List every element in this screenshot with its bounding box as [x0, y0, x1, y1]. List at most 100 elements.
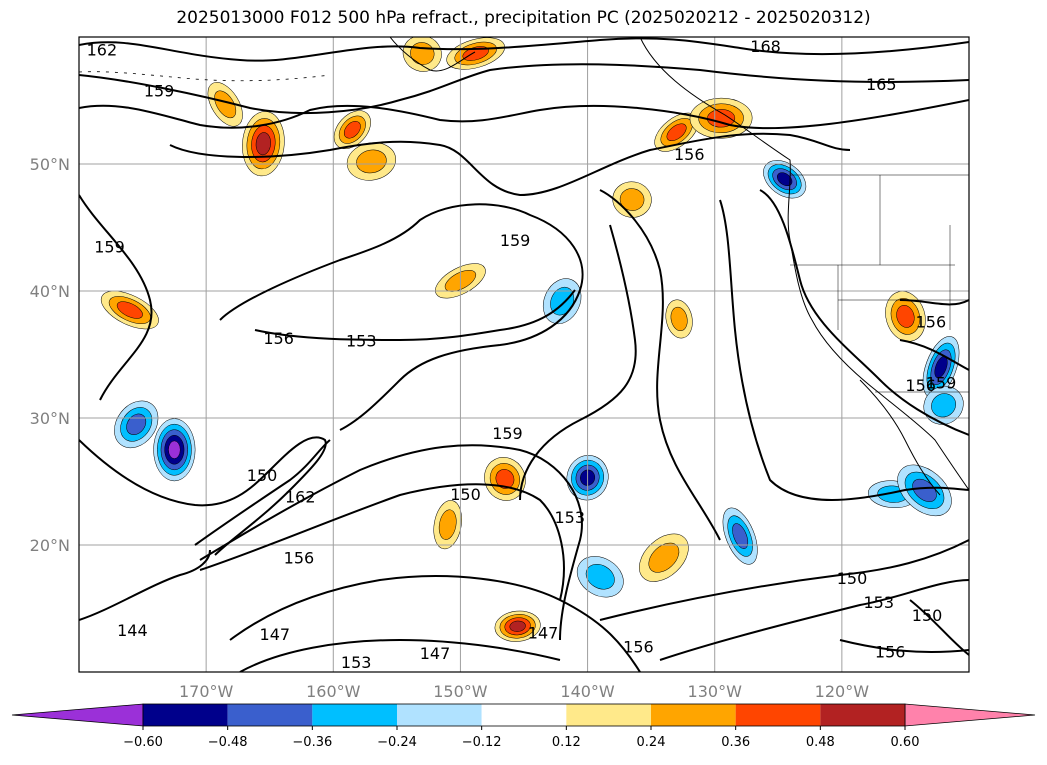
precip-contour	[255, 132, 271, 156]
contour-label: 156	[284, 549, 315, 568]
contour-label: 168	[750, 37, 781, 56]
colorbar-tick-label: −0.48	[208, 735, 248, 750]
baja-peninsula	[859, 379, 941, 496]
precip-contour	[648, 542, 680, 573]
contour-line	[659, 579, 969, 661]
precip-contour	[126, 413, 147, 436]
contour-line	[899, 299, 969, 371]
contour-label: 156	[905, 376, 936, 395]
colorbar: −0.60 −0.48 −0.36 −0.24 −0.12 0.12 0.24 0.36 0.4…	[11, 703, 1036, 750]
contour-label: 147	[528, 624, 559, 643]
colorbar-segment	[312, 704, 397, 726]
contour-line	[759, 189, 969, 436]
colorbar-tick-label: 0.36	[721, 735, 750, 750]
x-axis-ticks: 170°W 160°W 150°W 140°W 130°W 120°W	[179, 682, 869, 701]
contour-label: 156	[623, 638, 654, 657]
precip-contour	[168, 440, 181, 459]
precip-contour	[931, 393, 957, 418]
contour-label: 165	[866, 75, 897, 94]
contour-line	[519, 224, 637, 501]
precip-contour	[777, 172, 793, 187]
colorbar-tick-label: −0.12	[462, 735, 502, 750]
state-borders	[790, 175, 969, 330]
contour-line	[169, 132, 851, 197]
contour-line	[79, 37, 969, 62]
contour-line	[254, 289, 576, 342]
contour-line	[839, 599, 969, 656]
colorbar-under-extension	[11, 703, 144, 727]
colorbar-segment	[651, 704, 736, 726]
contour-label: 162	[87, 41, 118, 60]
x-tick-label: 150°W	[433, 682, 488, 701]
contour-line	[79, 63, 969, 115]
colorbar-segment	[481, 704, 567, 726]
precip-contour	[343, 120, 361, 139]
contour-label: 150	[247, 466, 278, 485]
contour-line	[79, 99, 969, 130]
x-tick-label: 120°W	[815, 682, 870, 701]
precip-contour	[619, 188, 645, 211]
contour-label: 144	[117, 621, 148, 640]
contour-line	[199, 483, 565, 601]
contour-line	[79, 549, 211, 621]
x-tick-label: 130°W	[688, 682, 743, 701]
map-background	[79, 37, 969, 672]
contour-label: 153	[863, 593, 894, 612]
colorbar-segment	[397, 704, 482, 726]
colorbar-segment	[735, 704, 821, 726]
precip-contour	[438, 509, 457, 540]
contour-label: 153	[341, 653, 372, 672]
y-tick-label: 40°N	[30, 282, 70, 301]
contour-label: 153	[554, 508, 585, 527]
contour-label: 159	[94, 238, 125, 257]
x-tick-label: 170°W	[179, 682, 234, 701]
precip-contour	[896, 305, 915, 328]
contour-label: 162	[285, 488, 316, 507]
contour-label: 156	[875, 643, 906, 662]
contour-label: 156	[263, 329, 294, 348]
colorbar-segment	[143, 704, 228, 726]
contour-line	[219, 203, 584, 431]
refractivity-contours	[79, 37, 969, 672]
contour-label: 156	[916, 312, 947, 331]
contour-line	[239, 638, 561, 672]
contour-label: 159	[492, 424, 523, 443]
contour-line	[599, 189, 721, 541]
contour-label: 150	[450, 485, 481, 504]
contour-label: 147	[420, 644, 451, 663]
colorbar-tick-label: 0.12	[552, 735, 581, 750]
contour-line	[599, 539, 969, 621]
x-tick-label: 140°W	[560, 682, 615, 701]
north-american-coastline	[639, 37, 969, 491]
precip-contour	[666, 123, 687, 142]
contour-line	[719, 199, 969, 501]
contour-line	[79, 194, 153, 401]
colorbar-segment	[227, 704, 313, 726]
precip-contour	[116, 301, 143, 319]
colorbar-tick-label: 0.60	[891, 735, 920, 750]
precip-contour	[214, 90, 237, 119]
colorbar-segment	[566, 704, 651, 726]
colorbar-frame	[142, 703, 906, 727]
contour-label: 156	[674, 145, 705, 164]
y-tick-label: 50°N	[30, 155, 70, 174]
precip-contour	[670, 306, 688, 332]
colorbar-tick-label: −0.36	[292, 735, 332, 750]
precip-contour	[732, 523, 749, 549]
x-tick-label: 160°W	[306, 682, 361, 701]
colorbar-tick-label: −0.60	[123, 735, 163, 750]
contour-label: 147	[260, 625, 291, 644]
contour-label: 150	[837, 569, 868, 588]
chart-title: 2025013000 F012 500 hPa refract., precip…	[176, 8, 871, 28]
contour-line	[194, 439, 331, 546]
y-axis-ticks: 20°N 30°N 40°N 50°N	[30, 155, 70, 555]
contour-line	[79, 436, 327, 556]
colorbar-segment	[820, 704, 905, 726]
colorbar-tick-label: −0.24	[377, 735, 417, 750]
alaska-coastline	[389, 37, 476, 72]
aleutian-islands	[79, 71, 331, 82]
precip-contour	[509, 620, 526, 632]
y-tick-label: 20°N	[30, 536, 70, 555]
